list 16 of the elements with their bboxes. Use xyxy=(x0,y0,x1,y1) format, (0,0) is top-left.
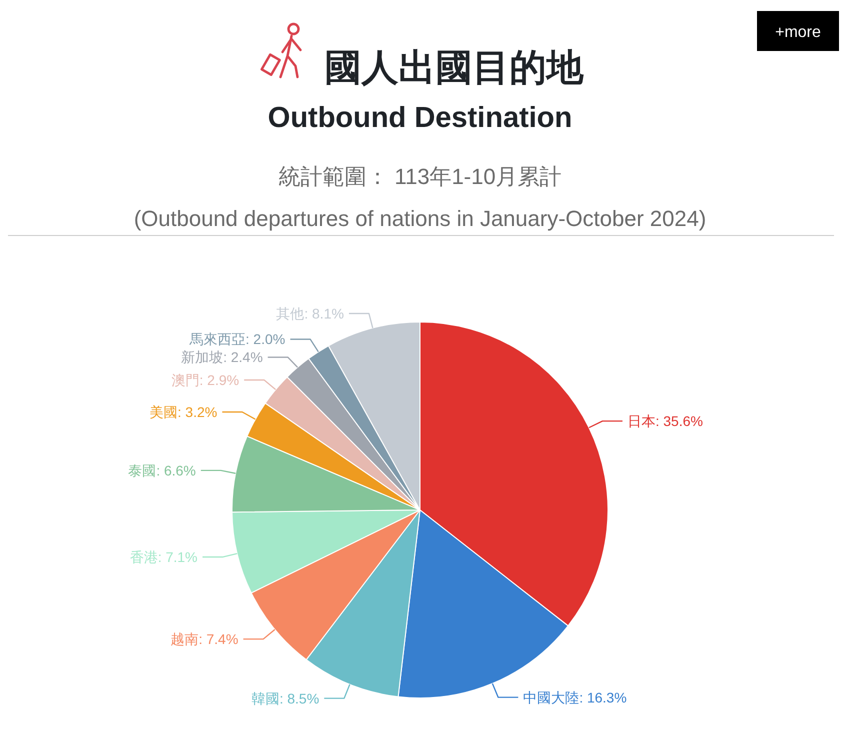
text: +more xyxy=(775,24,821,41)
slice-label: 韓國: 8.5% xyxy=(251,690,320,706)
slice-label: 越南: 7.4% xyxy=(170,631,238,648)
text: 統計範圍： 113年1-10月累計 xyxy=(278,164,562,189)
chart-title: 國人出國目的地 xyxy=(324,47,584,88)
slice-label: 日本: 35.6% xyxy=(627,413,703,430)
text: (Outbound departures of nations in January-October 2024) xyxy=(134,206,706,231)
slice-label: 美國: 3.2% xyxy=(150,404,218,420)
slice-label: 新加坡: 2.4% xyxy=(181,349,263,366)
slice-label: 香港: 7.1% xyxy=(130,549,198,566)
slice-label: 澳門: 2.9% xyxy=(171,372,240,388)
slice-label: 馬來西亞: 2.0% xyxy=(188,331,286,348)
slice-label: 泰國: 6.6% xyxy=(128,462,196,478)
slice-label: 其他: 8.1% xyxy=(276,306,344,322)
chart-subtitle: Outbound Destination xyxy=(268,102,572,134)
slice-label: 中國大陸: 16.3% xyxy=(523,689,627,706)
